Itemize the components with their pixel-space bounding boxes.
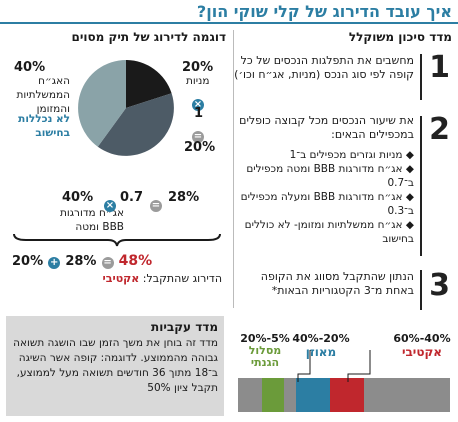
category-defensive: 20%-5% מסלול הגנתי [240, 332, 290, 369]
category-pointers [297, 350, 371, 382]
stocks-result: 20% [184, 140, 216, 155]
right-header: מדד סיכון משוקלל [348, 30, 452, 44]
equals-icon: = [192, 131, 204, 143]
gov-label: האג״ח הממשלתיות והמזומן [16, 75, 70, 115]
category-balanced: 40%-20% מאוזן [292, 332, 350, 359]
corp-multiplier: 0.7 [120, 190, 144, 205]
category-bar [238, 378, 450, 412]
consistency-text: מדד זה בוחן את משך הזמן שבו הושגה תשואה … [13, 337, 218, 394]
step-3-number: 3 [429, 268, 450, 303]
step-2-number: 2 [429, 112, 450, 147]
bar-segment-active [330, 378, 364, 412]
allocation-pie [78, 60, 174, 156]
bar-segment-defensive [262, 378, 284, 412]
equals-icon: = [150, 200, 162, 212]
multiplier-item: ◆ אג״ח ממשלתיות ומזומן- לא כוללים בחישוב [244, 219, 414, 245]
multiplier-item: ◆ אג״ח מדורגות BBB ומטה מכפילים ב־0.7 [246, 163, 414, 189]
category-active: 60%-40% אקטיבי [393, 332, 451, 359]
page-title: איך עובד הדירוג של קלי שוקי הון? [0, 0, 458, 24]
step-1-number: 1 [429, 50, 450, 85]
step-3-divider [420, 270, 422, 310]
sum-b: 28% [65, 254, 97, 269]
step-1-divider [420, 54, 422, 100]
gov-excluded-note: לא נכללות בחישוב [18, 113, 70, 139]
rating-line: הדירוג שהתקבל: אקטיבי [12, 272, 222, 285]
stocks-pct: 20% [182, 60, 214, 75]
consistency-panel: מדד עקביות מדד זה בוחן את משך הזמן שבו ה… [6, 316, 224, 416]
corp-pct: 40% [62, 190, 94, 205]
left-header: דוגמה לדירוג של תיק מסוים [71, 30, 227, 44]
sum-brace [13, 233, 221, 247]
multiplier-item: ◆ אג״ח מדורגות BBB ומעלה מכפילים ב־0.3 [240, 191, 414, 217]
sum-result: 48% [118, 253, 153, 269]
equals-icon: = [101, 257, 114, 269]
stocks-label: מניות [186, 75, 210, 87]
pie-slice-corp-bonds [97, 93, 174, 156]
multiplier-list: ◆ מניות וגזרים מכפילים ב־1 ◆ אג״ח מדורגו… [234, 148, 414, 246]
pie-slice-stocks [126, 60, 172, 108]
times-icon: × [192, 99, 204, 111]
corp-result: 28% [168, 190, 200, 205]
bar-segment-balanced [296, 378, 330, 412]
times-icon: × [104, 200, 116, 212]
stocks-multiplier: 1 [194, 106, 204, 121]
sum-a: 20% [12, 254, 44, 269]
plus-icon: + [48, 257, 61, 269]
step-3-text: הנתון שהתקבל מסווג את הקופה באחת מ־3 הקט… [260, 270, 414, 297]
pie-slice-gov-bonds [78, 60, 126, 147]
sum-row: 20% + 28% = 48% [12, 250, 222, 269]
consistency-header: מדד עקביות [151, 320, 218, 334]
rating-value: אקטיבי [102, 272, 140, 285]
rating-label: הדירוג שהתקבל: [142, 272, 222, 285]
step-2-text: את שיעור הנכסים מכל קבוצה כופלים במכפילי… [239, 114, 414, 141]
gov-pct: 40% [14, 60, 46, 75]
step-1-text: מחשבים את התפלגות הנכסים של כל קופה לפי … [234, 54, 414, 81]
multiplier-item: ◆ מניות וגזרים מכפילים ב־1 [289, 149, 414, 161]
step-2-divider [420, 116, 422, 256]
column-divider [233, 30, 234, 308]
